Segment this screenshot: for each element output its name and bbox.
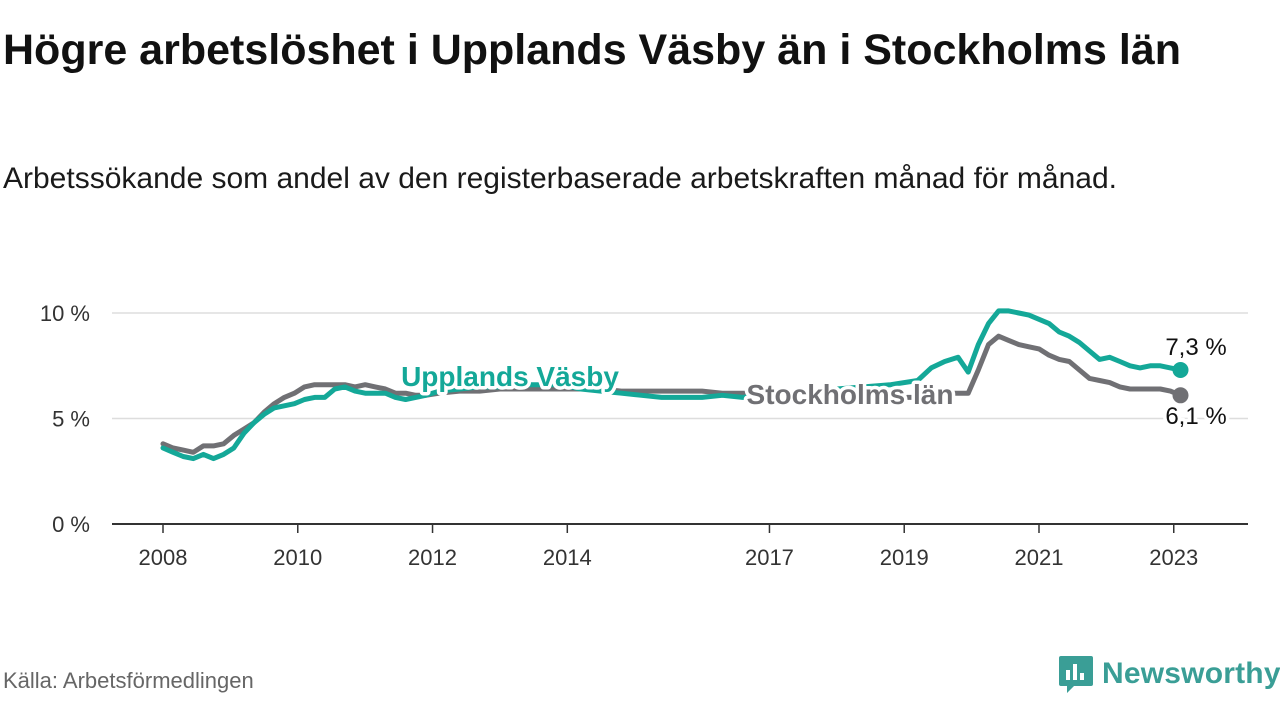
source-note: Källa: Arbetsförmedlingen <box>3 668 254 693</box>
x-tick-label: 2023 <box>1149 545 1198 570</box>
x-tick-label: 2014 <box>543 545 592 570</box>
end-value-label: 6,1 % <box>1165 403 1226 430</box>
y-tick-label: 5 % <box>52 407 90 432</box>
x-axis-ticks: 2008 2010 2012 2014 2017 2019 2021 2023 <box>139 524 1198 570</box>
series-label-upplands-vasby: Upplands Väsby <box>401 361 619 392</box>
x-tick-label: 2017 <box>745 545 794 570</box>
series-label-stockholms-lan: Stockholms län <box>747 379 954 410</box>
chart-subtitle: Arbetssökande som andel av den registerb… <box>3 162 1117 195</box>
end-point <box>1172 387 1189 404</box>
newsworthy-logo-icon <box>1059 656 1093 693</box>
y-tick-label: 0 % <box>52 512 90 537</box>
x-tick-label: 2012 <box>408 545 457 570</box>
brand-name: Newsworthy <box>1102 657 1280 690</box>
x-tick-label: 2008 <box>139 545 188 570</box>
brand-logo: Newsworthy <box>1058 652 1280 696</box>
series-line-stockholms-lan <box>160 333 1183 455</box>
gridlines <box>112 312 1248 420</box>
series-labels: Upplands Väsby Stockholms län 7,3 % 6,1 % <box>398 331 1231 434</box>
series-lines <box>160 308 1189 462</box>
end-point <box>1172 361 1189 378</box>
x-tick-label: 2010 <box>273 545 322 570</box>
y-axis-ticks: 0 % 5 % 10 % <box>40 301 90 537</box>
end-value-label: 7,3 % <box>1165 334 1226 361</box>
x-tick-label: 2019 <box>880 545 929 570</box>
x-tick-label: 2021 <box>1015 545 1064 570</box>
chart-title: Högre arbetslöshet i Upplands Väsby än i… <box>3 26 1182 74</box>
y-tick-label: 10 % <box>40 301 90 326</box>
series-line-upplands-vasby <box>160 308 1183 462</box>
